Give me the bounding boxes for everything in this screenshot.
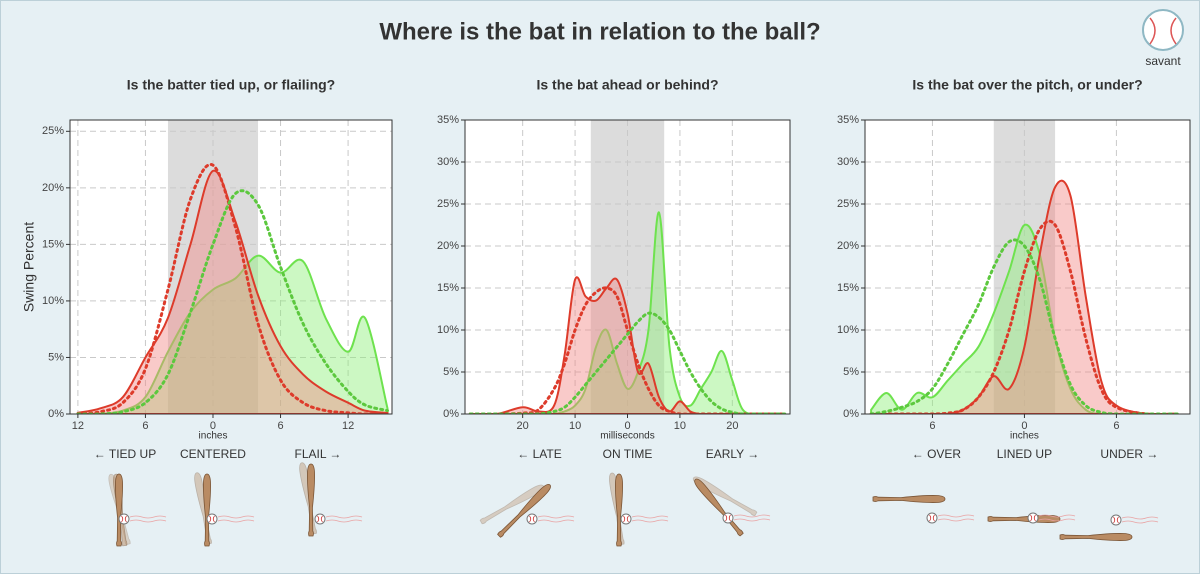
density-line [869, 238, 1180, 414]
x-axis-label: inches [1010, 431, 1039, 442]
y-tick-label: 10% [837, 324, 859, 336]
zone-label: CENTERED [180, 447, 246, 461]
x-tick-label: 6 [277, 420, 283, 432]
zone-label: UNDER → [1100, 447, 1158, 461]
density-line [468, 286, 787, 414]
y-tick-label: 20% [42, 182, 64, 194]
density-area [870, 223, 1178, 414]
logo: savant [1142, 9, 1184, 68]
density-line [468, 311, 787, 414]
zone-label: FLAIL → [295, 447, 342, 461]
plot-border [464, 119, 791, 415]
y-axis-label: Swing Percent [21, 222, 37, 312]
plot-border [864, 119, 1191, 415]
y-tick-label: 35% [437, 114, 459, 126]
x-tick-label: 0 [624, 420, 630, 432]
density-area [77, 254, 389, 414]
page-title: Where is the bat in relation to the ball… [379, 18, 820, 45]
zone-label: ON TIME [603, 447, 653, 461]
y-tick-label: 25% [837, 198, 859, 210]
y-tick-label: 10% [42, 295, 64, 307]
y-tick-label: 0% [443, 408, 459, 420]
x-tick-label: 12 [342, 420, 354, 432]
density-area [871, 179, 1178, 414]
x-tick-label: 0 [210, 420, 216, 432]
y-tick-label: 0% [48, 408, 64, 420]
y-tick-label: 0% [843, 408, 859, 420]
y-tick-label: 20% [437, 240, 459, 252]
x-tick-label: 6 [929, 420, 935, 432]
zone-label: ← OVER [912, 447, 962, 461]
logo-text: savant [1145, 54, 1181, 68]
y-tick-label: 10% [437, 324, 459, 336]
x-axis-label: inches [199, 431, 228, 442]
y-tick-label: 5% [843, 366, 859, 378]
x-tick-label: 10 [569, 420, 581, 432]
plot-border [69, 119, 393, 415]
y-tick-label: 35% [837, 114, 859, 126]
y-tick-label: 15% [42, 238, 64, 250]
zone-label: LINED UP [997, 447, 1052, 461]
series-group [76, 163, 389, 414]
density-line [869, 219, 1180, 414]
zone-label: ← LATE [517, 447, 561, 461]
density-area [76, 169, 389, 414]
panel: Is the bat over the pitch, or under? 0% 5%… [837, 77, 1191, 461]
x-tick-label: 0 [1021, 420, 1027, 432]
panel: Is the batter tied up, or flailing? Swing… [21, 77, 393, 461]
y-tick-label: 30% [837, 156, 859, 168]
panel-subtitle: Is the bat ahead or behind? [536, 77, 718, 93]
panel-subtitle: Is the batter tied up, or flailing? [127, 77, 335, 93]
x-tick-label: 12 [72, 420, 84, 432]
zone-label: EARLY → [706, 447, 760, 461]
density-line [76, 163, 389, 414]
panel: Is the bat ahead or behind? 0% 5% 10% 15% 20%… [437, 77, 791, 461]
y-tick-label: 25% [437, 198, 459, 210]
y-tick-label: 20% [837, 240, 859, 252]
y-tick-label: 5% [48, 351, 64, 363]
y-tick-label: 30% [437, 156, 459, 168]
y-tick-label: 5% [443, 366, 459, 378]
y-tick-label: 15% [837, 282, 859, 294]
x-tick-label: 6 [142, 420, 148, 432]
series-group [869, 179, 1180, 414]
x-axis-label: milliseconds [600, 431, 654, 442]
x-tick-label: 20 [517, 420, 529, 432]
y-tick-label: 25% [42, 125, 64, 137]
x-tick-label: 6 [1113, 420, 1119, 432]
panel-subtitle: Is the bat over the pitch, or under? [912, 77, 1142, 93]
y-tick-label: 15% [437, 282, 459, 294]
x-tick-label: 20 [726, 420, 738, 432]
x-tick-label: 10 [674, 420, 686, 432]
density-line [76, 189, 389, 414]
zone-label: ← TIED UP [94, 447, 156, 461]
